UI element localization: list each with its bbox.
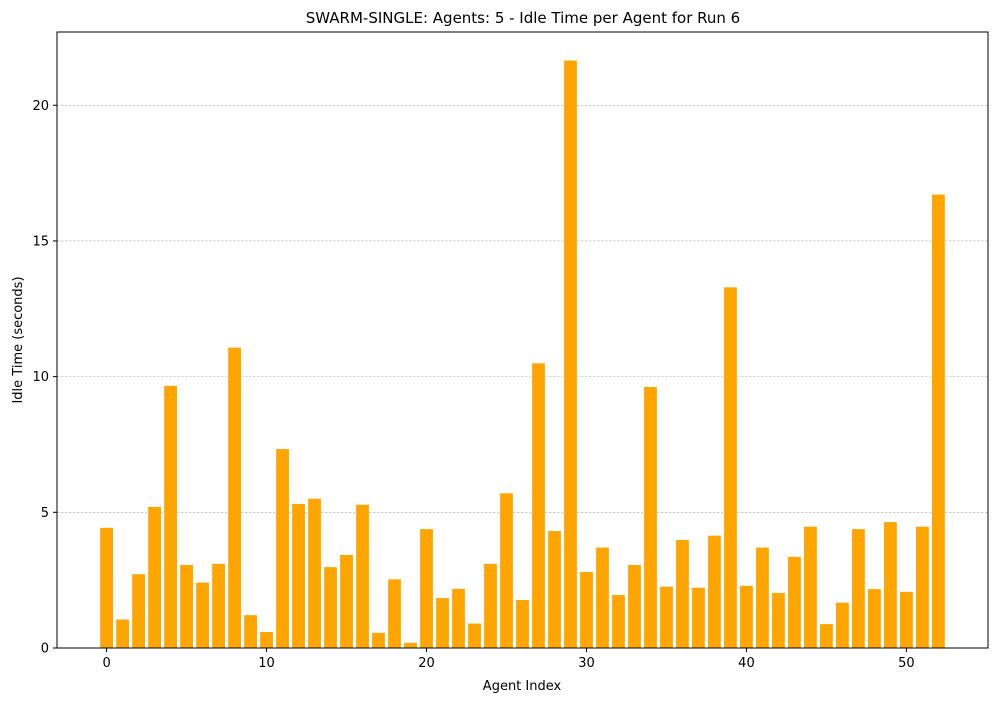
- x-axis-ticks: 0 10 20 30 40 50: [102, 648, 915, 671]
- bar: [388, 579, 401, 648]
- chart-title: SWARM-SINGLE: Agents: 5 - Idle Time per …: [306, 9, 740, 27]
- bar: [228, 347, 241, 648]
- x-axis-label: Agent Index: [483, 679, 562, 694]
- bar: [740, 585, 753, 648]
- bar: [756, 547, 769, 648]
- bar: [884, 522, 897, 648]
- bar: [180, 564, 193, 648]
- bar: [660, 586, 673, 648]
- bar: [708, 535, 721, 648]
- bar: [548, 531, 561, 648]
- bar: [644, 386, 657, 648]
- bar: [868, 589, 881, 648]
- bar: [692, 587, 705, 648]
- bar: [260, 631, 273, 648]
- x-tick-label: 20: [418, 656, 435, 671]
- bar: [900, 591, 913, 648]
- bar: [804, 526, 817, 648]
- bar: [772, 592, 785, 648]
- y-axis-label: Idle Time (seconds): [11, 276, 26, 403]
- bar: [340, 554, 353, 648]
- x-tick-label: 10: [258, 656, 275, 671]
- bar: [116, 619, 129, 648]
- bar: [292, 503, 305, 648]
- bar: [500, 493, 513, 648]
- bar: [628, 564, 641, 648]
- bar: [724, 287, 737, 648]
- bar: [484, 563, 497, 648]
- x-tick-label: 40: [738, 656, 755, 671]
- bar: [532, 363, 545, 648]
- bar: [788, 556, 801, 648]
- bar: [596, 547, 609, 648]
- bar: [468, 623, 481, 648]
- bar: [404, 642, 417, 648]
- y-tick-label: 5: [41, 506, 49, 521]
- bar: [164, 385, 177, 648]
- plot-frame: [56, 31, 989, 649]
- bar: [932, 194, 945, 648]
- x-tick-label: 30: [578, 656, 595, 671]
- bar: [580, 572, 593, 648]
- bar: [916, 526, 929, 648]
- bar: [820, 624, 833, 648]
- bar: [196, 582, 209, 648]
- x-tick-label: 0: [102, 656, 110, 671]
- bar: [452, 588, 465, 648]
- bar: [148, 506, 161, 648]
- bar: [372, 632, 385, 648]
- bar: [852, 529, 865, 648]
- bar: [212, 563, 225, 648]
- bars: [100, 60, 945, 648]
- bar: [612, 595, 625, 648]
- bar: [516, 599, 529, 648]
- y-tick-label: 15: [32, 234, 49, 249]
- bar: [308, 498, 321, 648]
- y-axis-ticks: 0 5 10 15 20: [32, 99, 57, 657]
- bar: [244, 615, 257, 648]
- bar: [836, 602, 849, 648]
- bar: [276, 449, 289, 648]
- bar: [436, 598, 449, 648]
- y-tick-label: 20: [32, 99, 49, 114]
- y-gridlines: [57, 104, 988, 513]
- x-tick-label: 50: [898, 656, 915, 671]
- y-tick-label: 0: [41, 642, 49, 657]
- bar: [564, 60, 577, 648]
- bar: [324, 567, 337, 648]
- bar: [100, 527, 113, 648]
- y-tick-label: 10: [32, 370, 49, 385]
- bar: [132, 574, 145, 648]
- bar: [420, 529, 433, 648]
- bar: [356, 504, 369, 648]
- bar: [676, 539, 689, 648]
